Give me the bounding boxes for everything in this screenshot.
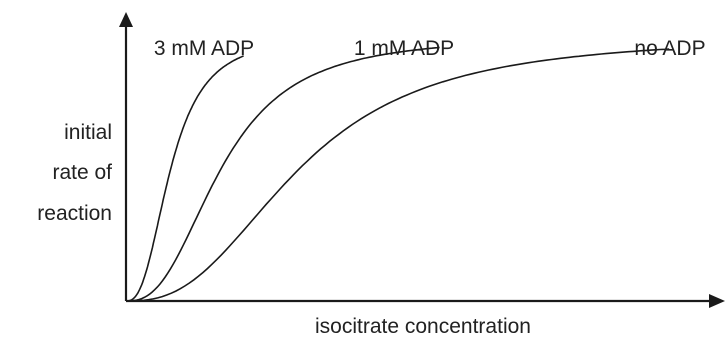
y-axis-label-line-2: rate of [52,161,112,184]
series-label-1-mm-adp: 1 mM ADP [354,37,454,60]
series-group [126,46,670,302]
series-label-no-adp: no ADP [634,37,705,60]
series-line-no-adp [126,48,670,302]
series-labels: 3 mM ADP 1 mM ADP no ADP [154,37,706,60]
y-axis-label-line-3: reaction [37,202,112,225]
y-axis-label: initial rate of reaction [37,121,112,225]
x-axis-label: isocitrate concentration [315,315,531,337]
y-axis-arrow [119,12,133,27]
series-label-3-mm-adp: 3 mM ADP [154,37,254,60]
series-line-1-mm-adp [126,46,440,302]
y-axis-label-line-1: initial [64,121,112,144]
x-axis-arrow [709,294,725,308]
series-line-3-mm-adp [126,55,244,302]
axes [119,12,725,308]
